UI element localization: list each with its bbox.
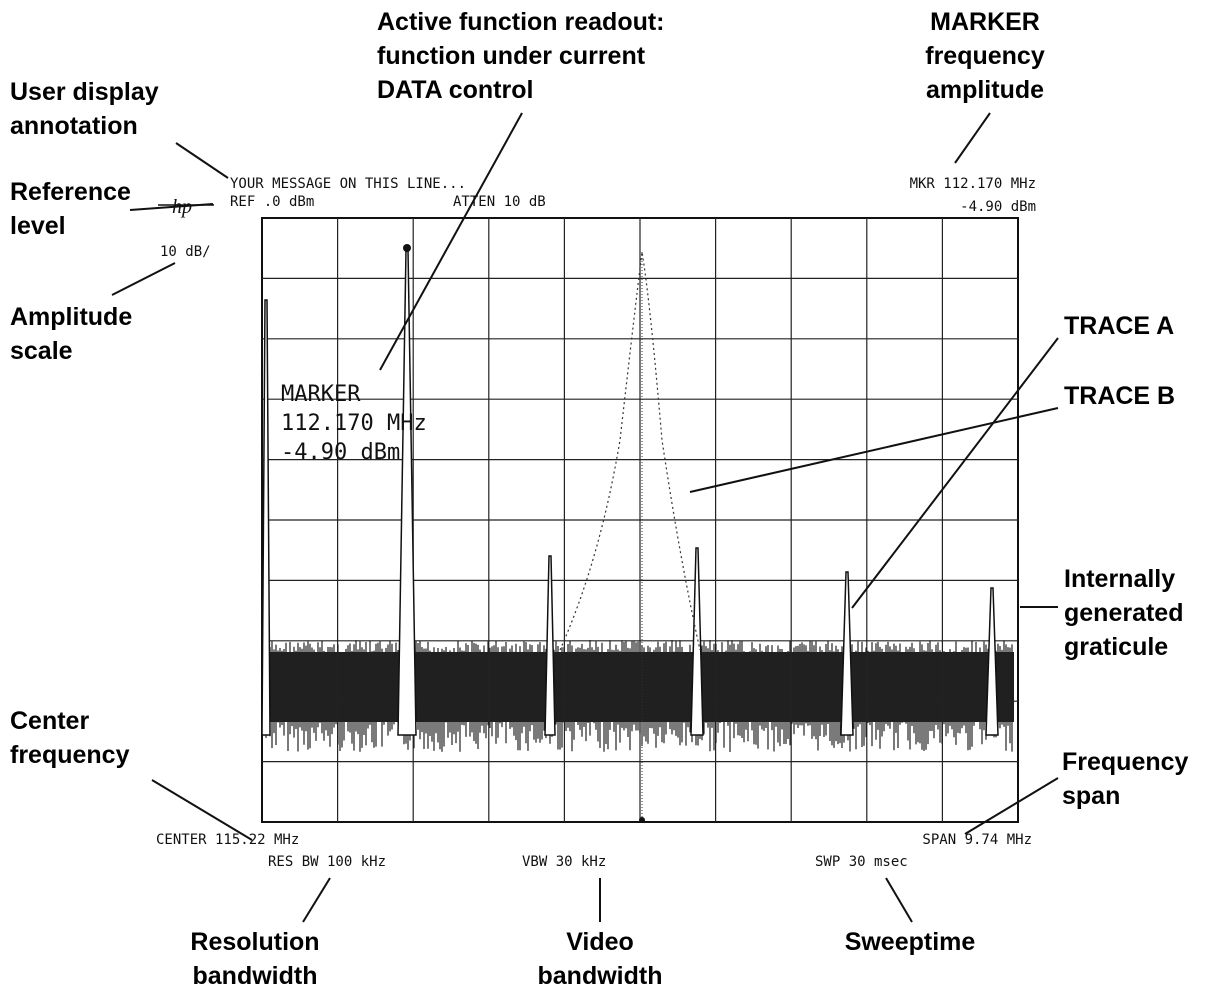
- trace-a-signal-peak: [261, 299, 271, 736]
- leader-sweeptime: [885, 877, 913, 923]
- marker-frequency-readout: MKR 112.170 MHz: [909, 176, 1036, 192]
- trace-a-signal-peak: [840, 571, 854, 736]
- leader-resolution-bandwidth: [302, 877, 331, 923]
- leader-trace-a: [851, 337, 1059, 609]
- trace-a-signal-peak: [985, 587, 999, 736]
- leader-active-function: [379, 112, 523, 371]
- trace-a-signal-peak: [690, 547, 704, 736]
- user-message-annotation: YOUR MESSAGE ON THIS LINE...: [230, 176, 467, 192]
- active-function-label: MARKER: [281, 382, 361, 407]
- attenuation-readout: ATTEN 10 dB: [453, 194, 546, 210]
- leader-user-display: [175, 142, 229, 179]
- marker-amplitude-readout: -4.90 dBm: [960, 199, 1036, 215]
- leader-center-frequency: [151, 779, 253, 841]
- callout-marker: MARKER frequency amplitude: [925, 8, 1045, 104]
- callout-active-function-readout: Active function readout: function under …: [377, 8, 665, 104]
- leader-marker: [954, 112, 991, 164]
- leader-trace-b: [689, 407, 1059, 493]
- callout-trace-a: TRACE A: [1064, 312, 1175, 340]
- leader-lines: [111, 112, 1059, 923]
- callout-reference-level: Reference level: [10, 178, 131, 240]
- active-function-frequency: 112.170 MHz: [281, 411, 427, 436]
- callout-user-display-annotation: User display annotation: [10, 78, 159, 140]
- hp-logo: hp: [172, 196, 192, 218]
- trace-a-signal-peak: [544, 555, 556, 736]
- marker-dot: [403, 244, 411, 252]
- leader-amplitude-scale: [111, 262, 176, 296]
- leader-reference-level: [129, 203, 214, 211]
- callout-frequency-span: Frequency span: [1062, 748, 1189, 810]
- resolution-bandwidth-readout: RES BW 100 kHz: [268, 854, 387, 870]
- callout-center-frequency: Center frequency: [10, 707, 130, 769]
- amplitude-scale-readout: 10 dB/: [160, 244, 211, 260]
- callout-trace-b: TRACE B: [1064, 382, 1176, 410]
- callout-resolution-bandwidth: Resolution bandwidth: [190, 928, 320, 990]
- trace-b-signal: [559, 251, 701, 651]
- callout-sweeptime: Sweeptime: [844, 928, 976, 956]
- sweeptime-readout: SWP 30 msec: [815, 854, 908, 870]
- span-readout: SPAN 9.74 MHz: [922, 832, 1032, 848]
- center-frequency-readout: CENTER 115.22 MHz: [156, 832, 300, 848]
- reference-level-readout: REF .0 dBm: [230, 194, 315, 210]
- callout-amplitude-scale: Amplitude scale: [10, 303, 133, 365]
- traces: [158, 204, 999, 823]
- leader-frequency-span: [964, 777, 1059, 835]
- active-function-amplitude: -4.90 dBm: [281, 440, 401, 465]
- callout-graticule: Internally generated graticule: [1064, 565, 1184, 661]
- video-bandwidth-readout: VBW 30 kHz: [522, 854, 607, 870]
- trace-b-end-dot: [639, 817, 645, 823]
- callout-video-bandwidth: Video bandwidth: [537, 928, 663, 990]
